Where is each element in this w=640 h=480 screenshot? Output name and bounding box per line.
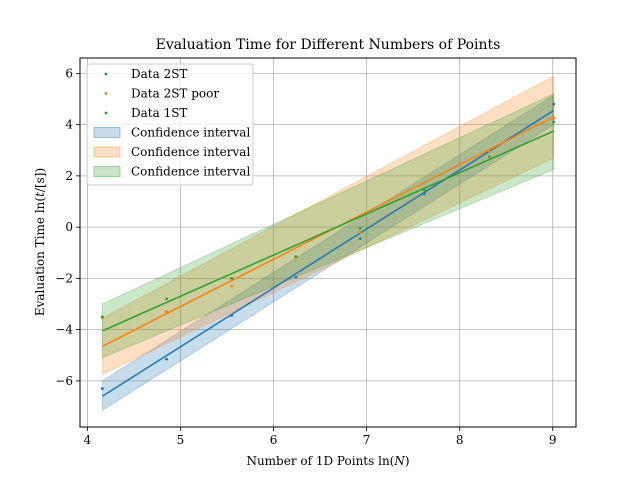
data-point <box>294 255 298 258</box>
data-point <box>230 284 234 288</box>
data-point <box>230 314 234 317</box>
y-tick-label: −4 <box>55 323 73 337</box>
data-point <box>358 237 362 241</box>
x-axis-title: Number of 1D Points ln(N) <box>246 454 409 468</box>
y-tick-label: 6 <box>65 66 73 80</box>
data-point <box>552 102 556 106</box>
data-point <box>488 150 491 153</box>
x-tick-label: 5 <box>177 433 185 447</box>
data-point <box>165 297 168 301</box>
legend-marker <box>104 72 108 76</box>
data-point <box>230 276 234 280</box>
legend-patch <box>93 146 121 158</box>
data-point <box>488 155 491 159</box>
x-tick-label: 8 <box>456 433 464 447</box>
data-point <box>165 357 168 361</box>
x-tick-label: 6 <box>270 433 278 447</box>
fit-lines <box>101 109 555 397</box>
legend-label: Confidence interval <box>131 126 250 140</box>
data-point <box>100 387 104 390</box>
x-tick-label: 7 <box>363 433 371 447</box>
axis-ticks: 4 5 6 7 8 9 −6 −4 −2 0 2 4 6 <box>55 66 556 447</box>
chart-title: Evaluation Time for Different Numbers of… <box>156 37 501 53</box>
data-point <box>100 315 104 319</box>
fit-line <box>102 130 554 332</box>
y-tick-label: 4 <box>65 118 73 132</box>
data-point <box>552 116 556 120</box>
y-tick-label: −6 <box>55 374 73 388</box>
y-tick-label: −2 <box>55 271 73 285</box>
fit-line <box>101 109 555 397</box>
data-point <box>358 227 362 230</box>
plot-frame <box>79 57 577 428</box>
legend-patch <box>93 127 121 138</box>
legend-label: Data 1ST <box>131 106 187 120</box>
legend-box <box>86 63 254 186</box>
data-point <box>422 192 426 196</box>
data-point <box>165 310 168 314</box>
data-point <box>422 188 426 192</box>
legend-marker <box>104 111 108 115</box>
x-tick-label: 9 <box>549 433 557 447</box>
confidence-band <box>101 93 555 359</box>
legend: Data 2ST Data 2ST poor Data 1ST Confidence … <box>86 63 254 186</box>
data-points <box>100 102 556 390</box>
legend-label: Confidence interval <box>131 145 250 159</box>
legend-label: Data 2ST <box>131 67 187 81</box>
legend-label: Data 2ST poor <box>131 87 219 101</box>
y-axis-title: Evaluation Time ln(t/[s]) <box>33 168 47 316</box>
y-tick-label: 2 <box>65 169 73 183</box>
legend-patch <box>93 166 121 177</box>
legend-label: Confidence interval <box>131 165 250 179</box>
x-tick-label: 4 <box>84 433 92 447</box>
data-point <box>294 275 298 279</box>
confidence-band <box>101 75 555 376</box>
legend-marker <box>104 92 108 95</box>
grid <box>80 58 576 427</box>
y-tick-label: 0 <box>65 220 73 234</box>
data-point <box>552 120 556 124</box>
data-point <box>358 230 362 234</box>
